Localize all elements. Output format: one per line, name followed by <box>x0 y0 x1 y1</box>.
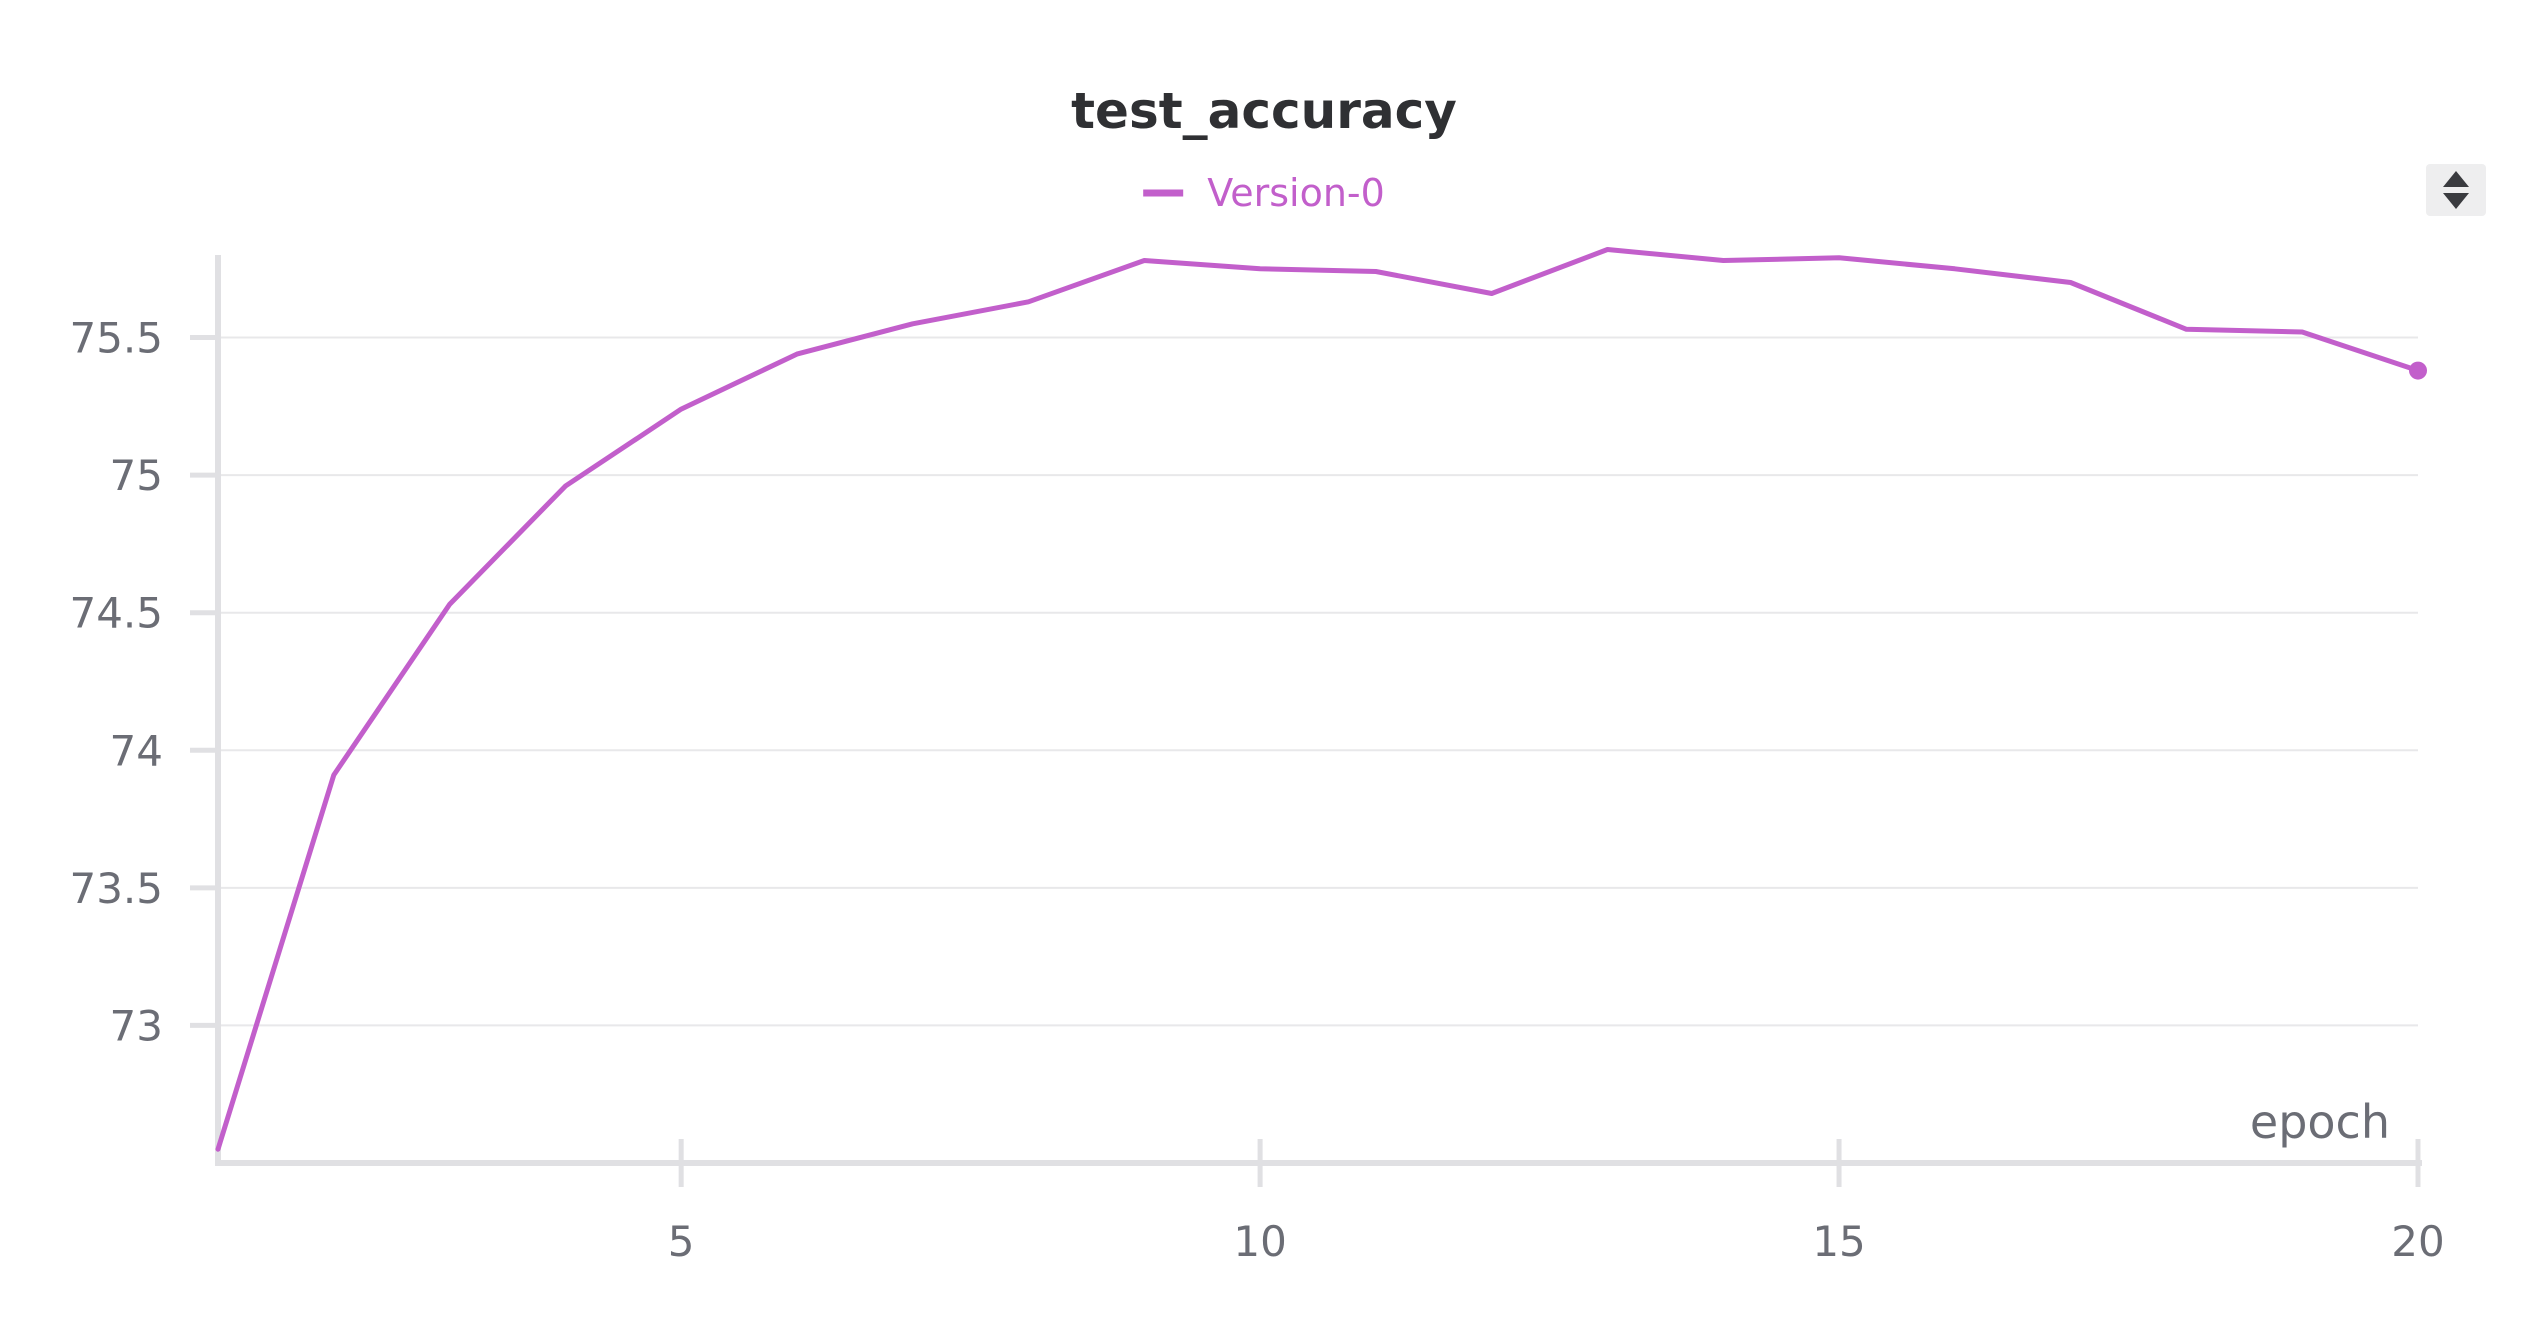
axes: 73 73.5 74 74.5 75 75.5 5 10 15 20 <box>69 255 2445 1266</box>
y-tick-label: 75 <box>110 451 163 500</box>
y-tick-label: 73 <box>110 1001 163 1050</box>
y-tick-label: 73.5 <box>69 864 163 913</box>
y-tick-label: 74.5 <box>69 589 163 638</box>
x-tick-label: 15 <box>1812 1217 1865 1266</box>
sort-arrows-icon[interactable] <box>2426 164 2486 216</box>
grid <box>218 336 2418 1027</box>
x-tick-label: 20 <box>2391 1217 2444 1266</box>
series-layer <box>215 247 2427 1152</box>
legend-label: Version-0 <box>1207 171 1385 215</box>
legend[interactable]: Version-0 <box>1143 171 1385 215</box>
y-tick-label: 74 <box>110 726 163 775</box>
series-line[interactable] <box>215 247 2421 1152</box>
series-end-point[interactable] <box>2409 361 2427 380</box>
x-tick-label: 10 <box>1233 1217 1286 1266</box>
chart-title: test_accuracy <box>1071 82 1457 140</box>
x-axis-title: epoch <box>2250 1095 2390 1149</box>
y-tick-label: 75.5 <box>69 314 163 363</box>
x-tick-label: 5 <box>668 1217 695 1266</box>
